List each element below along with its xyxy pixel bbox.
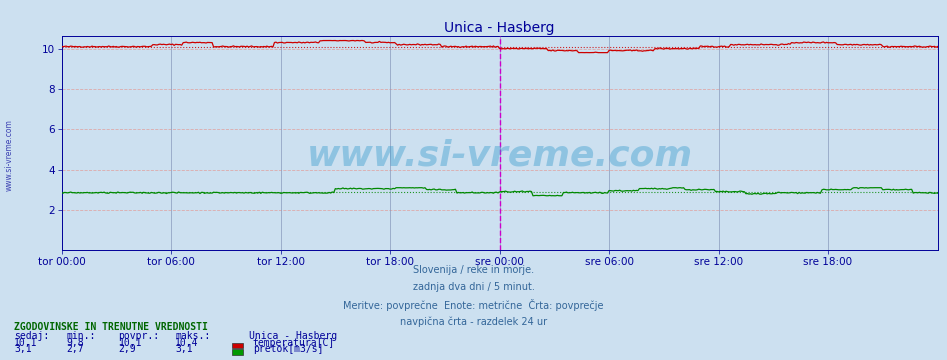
Text: sedaj:: sedaj: [14, 331, 49, 341]
Text: 10,1: 10,1 [118, 338, 142, 348]
Text: 2,9: 2,9 [118, 344, 136, 354]
Text: temperatura[C]: temperatura[C] [253, 338, 335, 348]
Text: pretok[m3/s]: pretok[m3/s] [253, 344, 323, 354]
Text: zadnja dva dni / 5 minut.: zadnja dva dni / 5 minut. [413, 282, 534, 292]
Text: navpična črta - razdelek 24 ur: navpična črta - razdelek 24 ur [400, 316, 547, 327]
Text: ZGODOVINSKE IN TRENUTNE VREDNOSTI: ZGODOVINSKE IN TRENUTNE VREDNOSTI [14, 323, 208, 333]
Text: 9,8: 9,8 [66, 338, 84, 348]
Text: 3,1: 3,1 [175, 344, 193, 354]
Text: 2,7: 2,7 [66, 344, 84, 354]
Text: 10,4: 10,4 [175, 338, 199, 348]
Text: min.:: min.: [66, 331, 96, 341]
Text: www.si-vreme.com: www.si-vreme.com [307, 139, 692, 173]
Text: www.si-vreme.com: www.si-vreme.com [5, 119, 14, 191]
Text: povpr.:: povpr.: [118, 331, 159, 341]
Text: 10,1: 10,1 [14, 338, 38, 348]
Text: Slovenija / reke in morje.: Slovenija / reke in morje. [413, 265, 534, 275]
Text: Unica - Hasberg: Unica - Hasberg [249, 331, 337, 341]
Text: maks.:: maks.: [175, 331, 210, 341]
Text: Meritve: povprečne  Enote: metrične  Črta: povprečje: Meritve: povprečne Enote: metrične Črta:… [343, 299, 604, 311]
Text: 3,1: 3,1 [14, 344, 32, 354]
Title: Unica - Hasberg: Unica - Hasberg [444, 21, 555, 35]
